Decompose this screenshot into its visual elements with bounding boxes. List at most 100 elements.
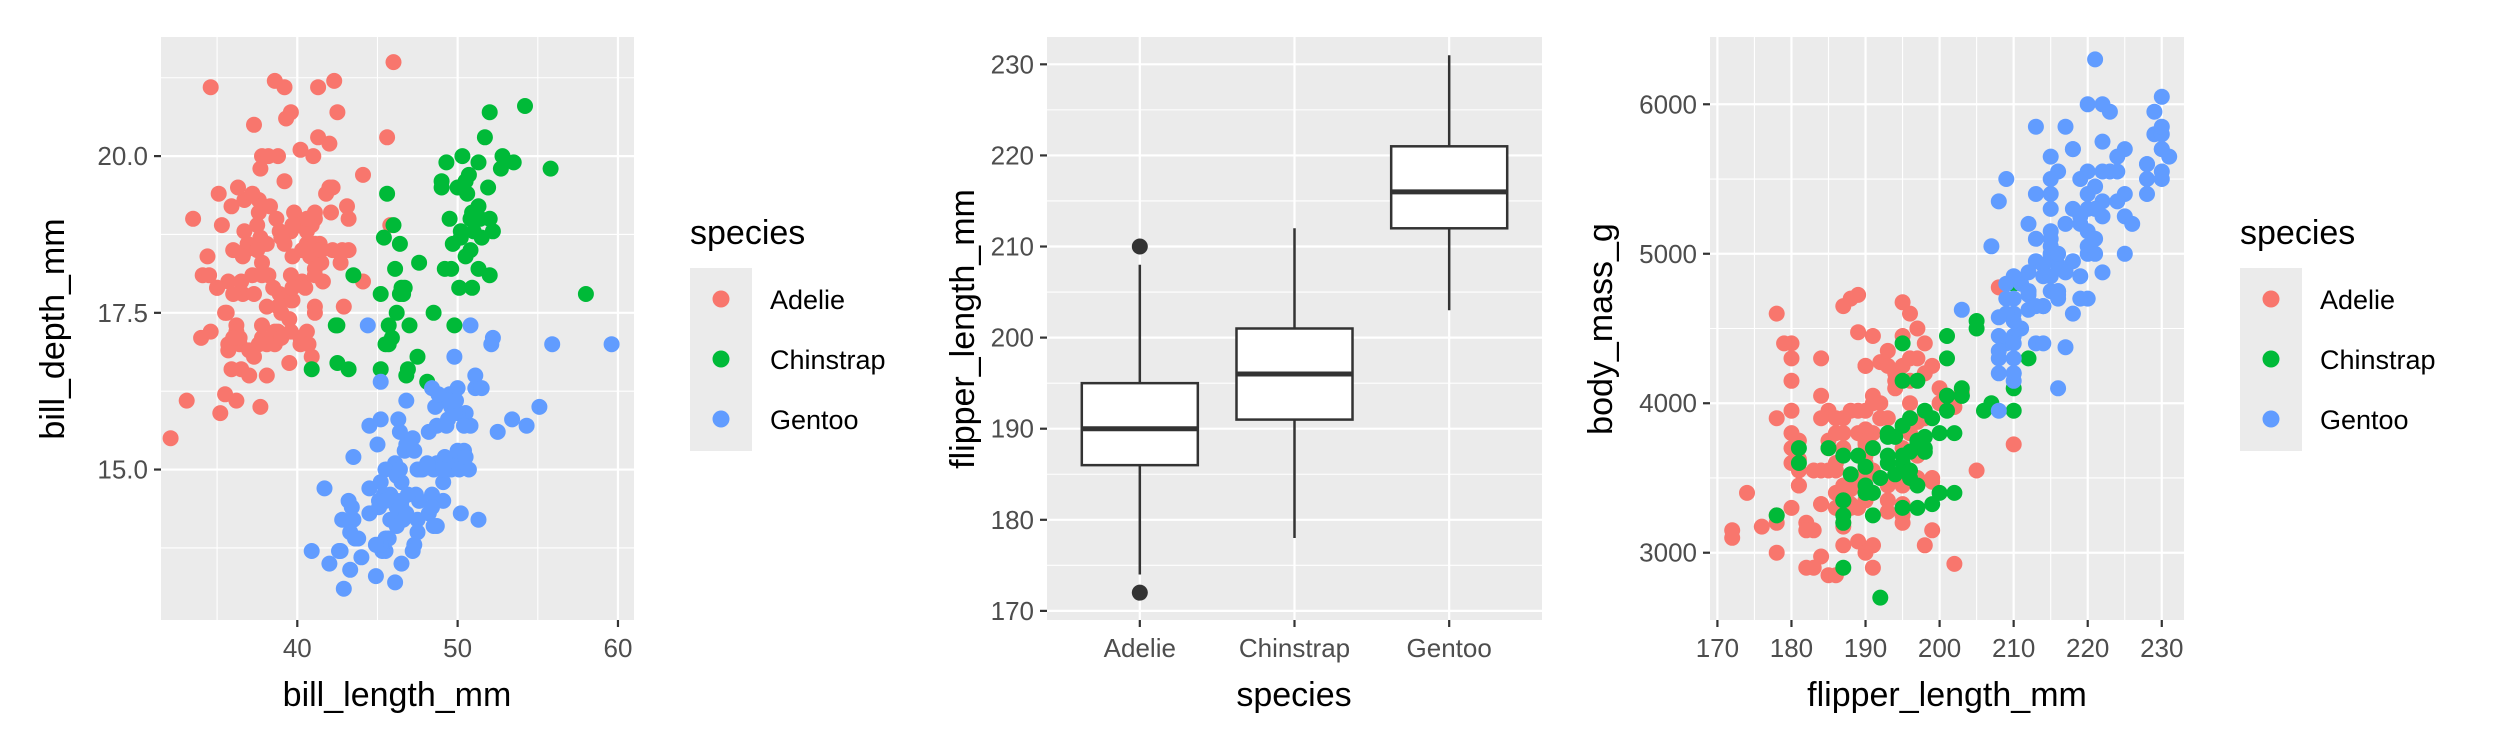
point-chinstrap [1909, 477, 1926, 494]
legend-label-adelie: Adelie [770, 285, 845, 315]
x-tick-label: 180 [1770, 633, 1813, 663]
point-adelie [300, 336, 317, 353]
point-chinstrap [1872, 470, 1889, 486]
point-adelie [246, 348, 262, 365]
point-adelie [1916, 335, 1933, 352]
x-tick-label: Adelie [1104, 633, 1176, 663]
point-adelie [1724, 529, 1741, 546]
point-adelie [1879, 503, 1896, 520]
point-adelie [1798, 522, 1815, 539]
point-gentoo [518, 417, 535, 434]
legend-key-adelie [2262, 290, 2280, 308]
point-adelie [246, 116, 262, 133]
point-chinstrap [1924, 496, 1941, 513]
point-chinstrap [1953, 387, 1970, 404]
point-adelie [1857, 544, 1874, 561]
point-chinstrap [1835, 507, 1852, 524]
y-tick-label: 20.0 [97, 141, 148, 171]
point-gentoo [489, 423, 506, 440]
point-gentoo [1990, 193, 2007, 210]
outlier-point [1131, 584, 1148, 601]
point-adelie [1813, 387, 1830, 404]
point-adelie [209, 279, 226, 296]
y-axis-title: bill_depth_mm [34, 218, 72, 439]
x-axis-title: bill_length_mm [283, 676, 512, 714]
point-adelie [258, 367, 275, 384]
point-gentoo [369, 436, 386, 453]
point-gentoo [361, 417, 378, 434]
point-adelie [282, 267, 299, 284]
point-adelie [228, 392, 245, 409]
axes: 3000 4000 5000 6000 170 180 190 200 210 220 230 [1639, 89, 2183, 663]
point-gentoo [303, 543, 320, 559]
point-gentoo [2057, 118, 2074, 135]
x-axis-title: species [1236, 676, 1351, 714]
point-adelie [1916, 537, 1933, 554]
x-tick-label: 170 [1696, 633, 1739, 663]
point-gentoo [427, 398, 444, 415]
point-chinstrap [1887, 466, 1904, 483]
point-adelie [286, 204, 303, 221]
point-adelie [225, 329, 242, 346]
point-chinstrap [1894, 447, 1911, 464]
point-adelie [223, 198, 240, 215]
y-tick-label: 200 [991, 323, 1034, 353]
point-adelie [1827, 410, 1844, 427]
point-gentoo [2139, 186, 2155, 202]
point-gentoo [2057, 264, 2074, 281]
point-adelie [252, 398, 269, 415]
point-adelie [323, 204, 339, 221]
point-adelie [1739, 484, 1755, 501]
point-adelie [1909, 320, 1926, 337]
y-tick-label: 210 [991, 232, 1034, 262]
x-tick-label: 230 [2140, 633, 2183, 663]
point-adelie [305, 148, 322, 165]
point-adelie [254, 254, 270, 271]
point-chinstrap [411, 254, 428, 271]
data-points [1724, 51, 2178, 606]
point-chinstrap [1835, 447, 1852, 464]
point-chinstrap [441, 210, 458, 227]
point-chinstrap [443, 260, 460, 277]
point-adelie [1924, 522, 1941, 539]
point-gentoo [342, 524, 359, 541]
point-gentoo [399, 486, 416, 503]
point-adelie [310, 79, 327, 96]
x-tick-label: 40 [283, 633, 312, 663]
point-adelie [276, 173, 293, 190]
point-chinstrap [451, 279, 468, 296]
point-chinstrap [577, 286, 594, 302]
point-chinstrap [391, 286, 408, 302]
point-gentoo [2139, 171, 2155, 187]
point-gentoo [2027, 118, 2044, 135]
point-gentoo [430, 386, 447, 403]
point-gentoo [2116, 245, 2133, 262]
point-chinstrap [1820, 440, 1837, 457]
point-gentoo [1990, 309, 2007, 326]
point-chinstrap [2005, 402, 2022, 419]
point-chinstrap [1894, 335, 1911, 352]
point-adelie [1850, 286, 1867, 303]
point-gentoo [2072, 171, 2089, 187]
point-chinstrap [1894, 372, 1911, 389]
point-adelie [1864, 559, 1881, 576]
point-adelie [1850, 324, 1867, 341]
point-chinstrap [372, 286, 389, 302]
point-chinstrap [372, 361, 389, 378]
point-adelie [1768, 410, 1785, 427]
point-adelie [284, 279, 301, 296]
point-chinstrap [476, 129, 493, 146]
point-chinstrap [480, 179, 497, 196]
flipper-boxplot: 170 180 190 200 210 220 230 Adelie Chinstrap Gent… [944, 37, 1542, 714]
point-adelie [326, 72, 343, 89]
point-gentoo [2153, 88, 2170, 105]
point-adelie [303, 348, 320, 365]
point-chinstrap [481, 104, 498, 121]
point-chinstrap [385, 217, 402, 234]
point-adelie [355, 166, 371, 183]
point-gentoo [367, 568, 384, 585]
point-gentoo [2079, 96, 2096, 113]
point-gentoo [2064, 141, 2081, 158]
y-tick-label: 6000 [1639, 89, 1697, 119]
